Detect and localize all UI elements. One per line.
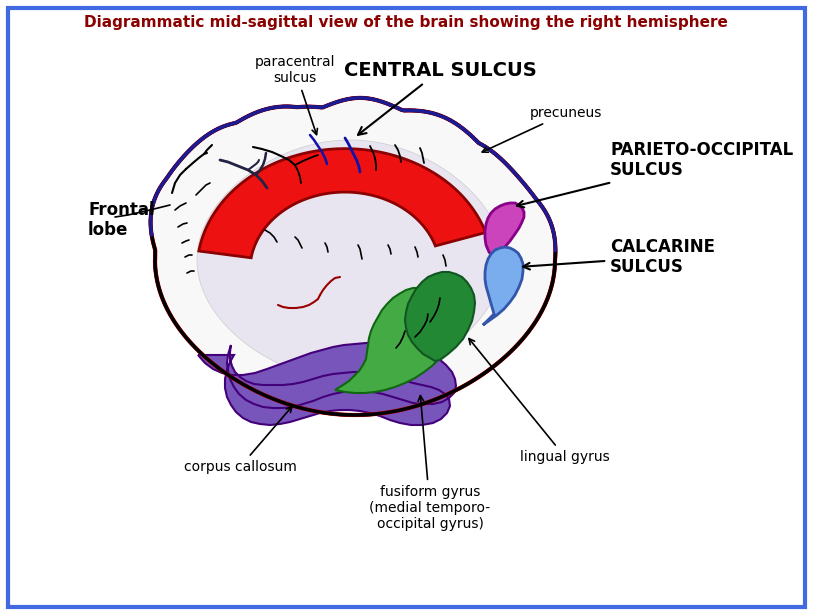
Text: PARIETO-OCCIPITAL
SULCUS: PARIETO-OCCIPITAL SULCUS bbox=[517, 141, 793, 207]
Polygon shape bbox=[150, 98, 555, 415]
Text: CENTRAL SULCUS: CENTRAL SULCUS bbox=[344, 61, 537, 135]
Polygon shape bbox=[197, 140, 503, 380]
Polygon shape bbox=[335, 288, 453, 393]
Text: fusiform gyrus
(medial temporo-
occipital gyrus): fusiform gyrus (medial temporo- occipita… bbox=[369, 395, 490, 531]
Text: Diagrammatic mid-sagittal view of the brain showing the right hemisphere: Diagrammatic mid-sagittal view of the br… bbox=[84, 15, 728, 30]
Text: precuneus: precuneus bbox=[482, 106, 602, 153]
Text: CALCARINE
SULCUS: CALCARINE SULCUS bbox=[523, 237, 715, 276]
Polygon shape bbox=[405, 272, 475, 361]
Polygon shape bbox=[483, 247, 523, 325]
Text: paracentral
sulcus: paracentral sulcus bbox=[254, 55, 335, 135]
Polygon shape bbox=[199, 149, 485, 258]
Text: corpus callosum: corpus callosum bbox=[184, 407, 297, 474]
Text: Frontal
lobe: Frontal lobe bbox=[88, 200, 154, 239]
Polygon shape bbox=[198, 343, 456, 425]
Polygon shape bbox=[485, 203, 524, 261]
Text: lingual gyrus: lingual gyrus bbox=[469, 339, 610, 464]
